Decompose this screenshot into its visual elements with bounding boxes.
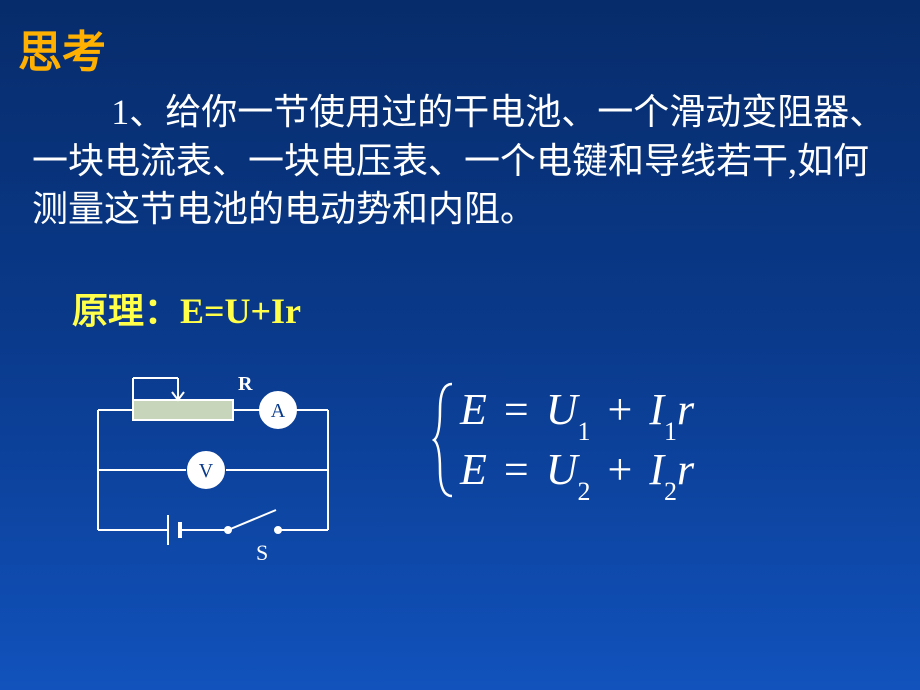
op-plus: + — [602, 385, 639, 434]
var-r: r — [677, 385, 694, 434]
sub-1: 1 — [578, 417, 591, 446]
var-r2: r — [677, 445, 694, 494]
principle-label: 原理：E=U+Ir — [72, 282, 301, 334]
label-a: A — [271, 400, 286, 422]
equation-system: E = U1 + I1r E = U2 + I2r — [460, 380, 694, 500]
var-u2: U — [546, 445, 578, 494]
label-v: V — [199, 460, 214, 482]
op-plus2: + — [602, 445, 639, 494]
sub-2: 2 — [578, 477, 591, 506]
label-r: R — [238, 373, 253, 395]
sub-1b: 1 — [664, 417, 677, 446]
question-body: 1、给你一节使用过的干电池、一个滑动变阻器、一块电流表、一块电压表、一个电键和导… — [32, 92, 885, 229]
brace-icon — [432, 380, 460, 500]
question-text: 1、给你一节使用过的干电池、一个滑动变阻器、一块电流表、一块电压表、一个电键和导… — [32, 88, 888, 234]
var-e: E — [460, 385, 487, 434]
equation-1: E = U1 + I1r — [460, 380, 694, 440]
equation-2: E = U2 + I2r — [460, 440, 694, 500]
var-i2: I — [649, 445, 664, 494]
circuit-diagram: R A V S — [78, 370, 368, 585]
op-eq2: = — [498, 445, 535, 494]
circuit-svg: R A V S — [78, 370, 368, 580]
op-eq: = — [498, 385, 535, 434]
var-i: I — [649, 385, 664, 434]
sub-2b: 2 — [664, 477, 677, 506]
var-e2: E — [460, 445, 487, 494]
slide-title: 思考 — [18, 16, 106, 80]
label-s: S — [256, 540, 268, 565]
var-u: U — [546, 385, 578, 434]
